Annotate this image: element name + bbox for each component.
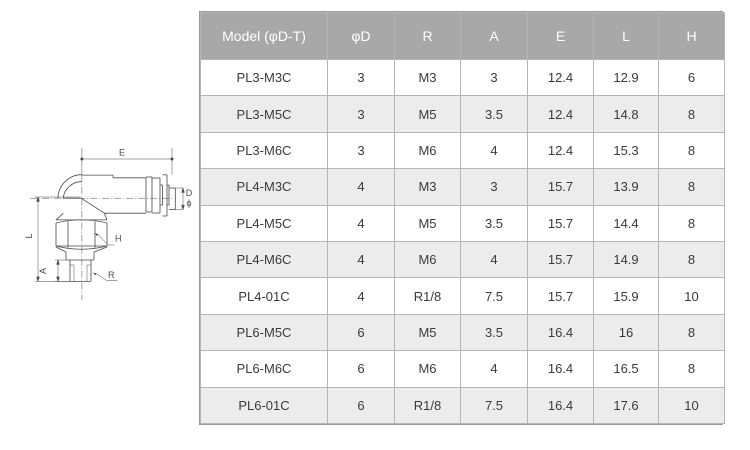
svg-text:H: H [115, 234, 122, 244]
svg-text:L: L [24, 233, 34, 238]
svg-text:ϕ: ϕ [186, 198, 191, 208]
svg-text:R: R [108, 270, 115, 280]
svg-text:E: E [119, 148, 125, 158]
svg-text:A: A [38, 268, 48, 274]
svg-text:D: D [186, 188, 193, 198]
